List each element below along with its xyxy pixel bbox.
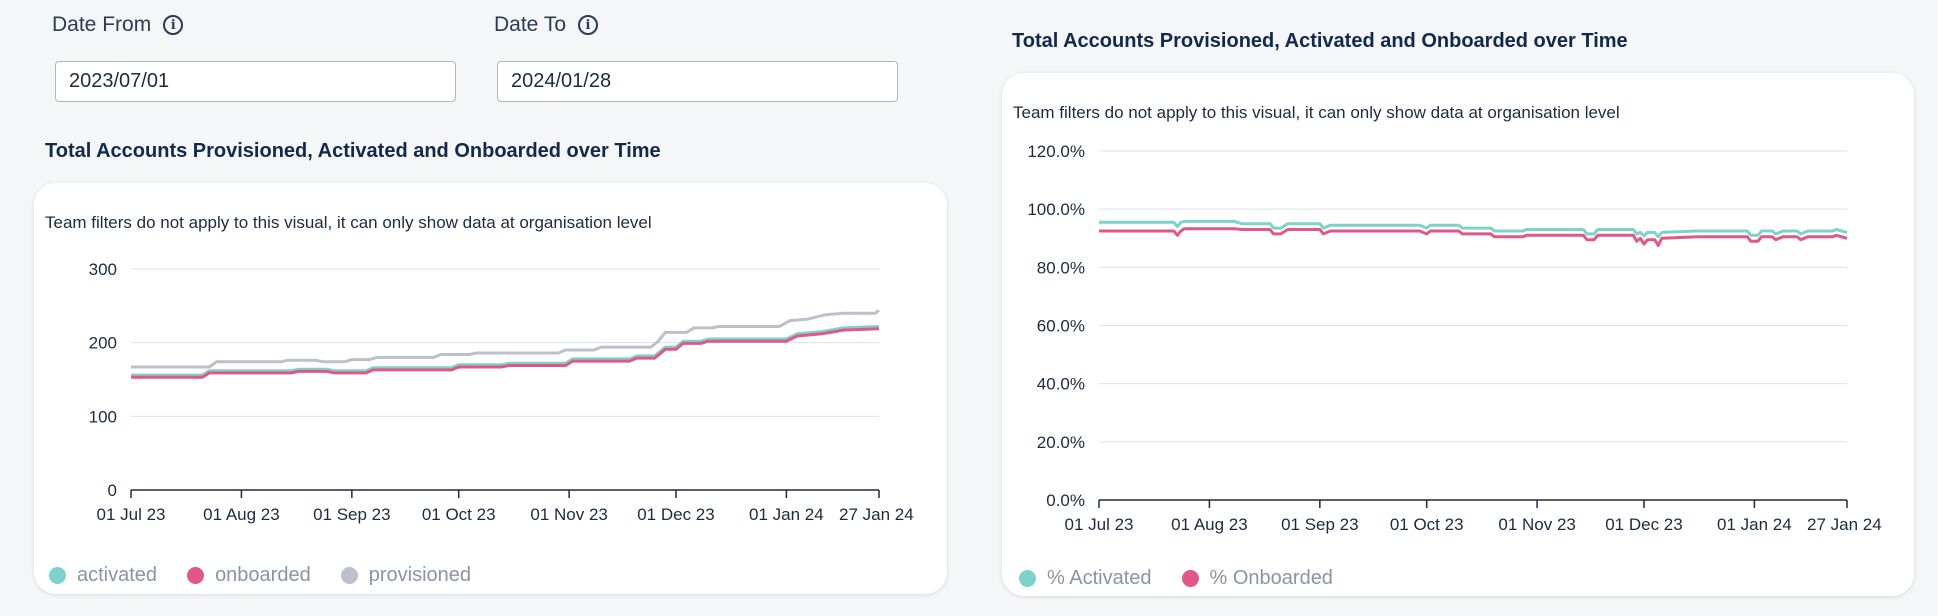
y-tick-label: 120.0% (1027, 142, 1085, 161)
x-tick-label: 27 Jan 24 (1807, 515, 1882, 534)
chart-note: Team filters do not apply to this visual… (45, 213, 652, 232)
info-icon[interactable]: i (578, 15, 598, 35)
legend-item-onboarded-pct[interactable]: % Onboarded (1181, 567, 1333, 590)
chart-card-accounts: Team filters do not apply to this visual… (34, 183, 947, 594)
y-tick-label: 100 (89, 407, 117, 426)
series-line-activated (131, 325, 880, 377)
x-tick-label: 01 Sep 23 (1281, 515, 1359, 534)
x-tick-label: 01 Dec 23 (637, 505, 715, 524)
chart-legend-accounts: activated onboarded provisioned (49, 564, 501, 587)
legend-dot-onboarded (1181, 570, 1199, 587)
legend-dot-activated (1019, 570, 1036, 587)
chart-card-percent: Team filters do not apply to this visual… (1002, 73, 1914, 596)
date-from-label: Date From i (52, 13, 184, 37)
x-tick-label: 01 Oct 23 (1390, 515, 1464, 534)
x-tick-label: 01 Dec 23 (1605, 515, 1683, 534)
legend-label-activated-pct: % Activated (1047, 567, 1152, 589)
date-to-label-text: Date To (494, 13, 566, 36)
date-to-input[interactable] (497, 61, 898, 102)
x-tick-label: 01 Nov 23 (1498, 515, 1576, 534)
chart-legend-percent: % Activated % Onboarded (1019, 567, 1363, 590)
series-line-onboarded (1099, 227, 1848, 247)
series-line-activated (1099, 219, 1848, 239)
x-tick-label: 01 Aug 23 (1171, 515, 1248, 534)
x-tick-label: 01 Sep 23 (313, 505, 391, 524)
y-tick-label: 200 (89, 334, 117, 353)
x-tick-label: 01 Jul 23 (1065, 515, 1134, 534)
y-tick-label: 0.0% (1046, 491, 1085, 510)
x-tick-label: 27 Jan 24 (839, 505, 914, 524)
chart-note: Team filters do not apply to this visual… (1013, 103, 1620, 122)
chart-title-accounts: Total Accounts Provisioned, Activated an… (45, 140, 661, 162)
legend-label-provisioned: provisioned (368, 564, 472, 586)
y-tick-label: 300 (89, 260, 117, 279)
x-tick-label: 01 Jul 23 (97, 505, 166, 524)
series-line-onboarded (131, 327, 880, 379)
chart-title-percent: Total Accounts Provisioned, Activated an… (1012, 30, 1628, 52)
x-tick-label: 01 Oct 23 (422, 505, 496, 524)
y-tick-label: 40.0% (1037, 375, 1085, 394)
x-tick-label: 01 Aug 23 (203, 505, 280, 524)
legend-item-onboarded[interactable]: onboarded (187, 564, 311, 587)
date-from-label-text: Date From (52, 13, 152, 36)
legend-item-activated[interactable]: activated (49, 564, 157, 587)
info-icon[interactable]: i (163, 15, 184, 35)
legend-label-activated: activated (77, 564, 158, 586)
legend-item-provisioned[interactable]: provisioned (340, 564, 472, 587)
legend-dot-onboarded (187, 567, 205, 584)
x-tick-label: 01 Jan 24 (1717, 515, 1792, 534)
y-tick-label: 100.0% (1027, 200, 1085, 219)
y-tick-label: 0 (108, 481, 117, 500)
x-tick-label: 01 Nov 23 (530, 505, 608, 524)
percent-line-chart: 0.0% 20.0% 40.0% 60.0% 80.0% 100.0% 120.0% 01 J… (1027, 142, 1882, 534)
legend-dot-provisioned (340, 567, 358, 584)
y-tick-label: 80.0% (1037, 258, 1085, 277)
legend-item-activated-pct[interactable]: % Activated (1019, 567, 1152, 590)
legend-label-onboarded-pct: % Onboarded (1209, 567, 1333, 589)
series-line-provisioned (131, 309, 880, 369)
date-from-input[interactable] (55, 61, 456, 102)
y-tick-label: 60.0% (1037, 317, 1085, 336)
legend-dot-activated (49, 567, 66, 584)
accounts-line-chart: 0 100 200 300 01 Jul 23 01 Aug 23 01 Sep 23 01 … (89, 260, 914, 524)
date-to-label: Date To i (494, 13, 598, 37)
x-tick-label: 01 Jan 24 (749, 505, 824, 524)
legend-label-onboarded: onboarded (215, 564, 311, 586)
y-tick-label: 20.0% (1037, 433, 1085, 452)
